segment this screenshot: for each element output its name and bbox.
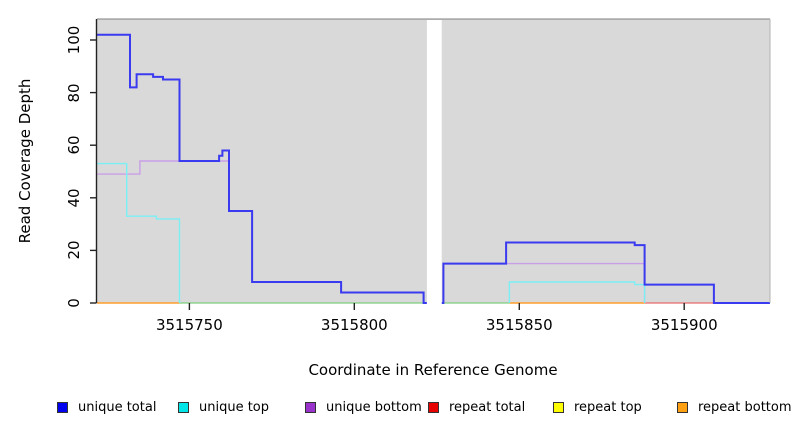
legend-label: unique bottom [326,399,422,415]
unique-total-swatch-icon [57,401,68,413]
legend-item-unique-bottom: unique bottom [305,399,422,415]
legend-label: unique top [199,399,270,415]
y-tick-label: 60 [65,135,83,155]
legend-label: repeat bottom [698,399,792,415]
x-tick-label: 3515800 [320,316,388,334]
x-tick-label: 3515750 [155,316,223,334]
y-axis-title: Read Coverage Depth [16,78,34,244]
y-tick-label: 80 [65,83,83,103]
legend-item-unique-top: unique top [178,399,270,415]
legend-label: unique total [78,399,157,415]
repeat-bottom-swatch-icon [677,401,688,413]
y-tick-label: 20 [65,240,83,260]
legend-label: repeat total [449,399,526,415]
legend-item-repeat-bottom: repeat bottom [677,399,792,415]
y-tick-label: 0 [65,298,83,308]
x-tick-label: 3515900 [650,316,718,334]
legend-label: repeat top [574,399,642,415]
unique-bottom-swatch-icon [305,401,316,413]
legend-item-repeat-top: repeat top [553,399,642,415]
x-axis-title: Coordinate in Reference Genome [308,361,558,379]
repeat-top-swatch-icon [553,401,564,413]
y-tick-label: 100 [65,25,83,55]
y-tick-label: 40 [65,188,83,208]
repeat-total-swatch-icon [428,401,439,413]
legend-item-unique-total: unique total [57,399,157,415]
x-tick-label: 3515850 [485,316,553,334]
legend-item-repeat-total: repeat total [428,399,526,415]
unique-top-swatch-icon [178,401,189,413]
